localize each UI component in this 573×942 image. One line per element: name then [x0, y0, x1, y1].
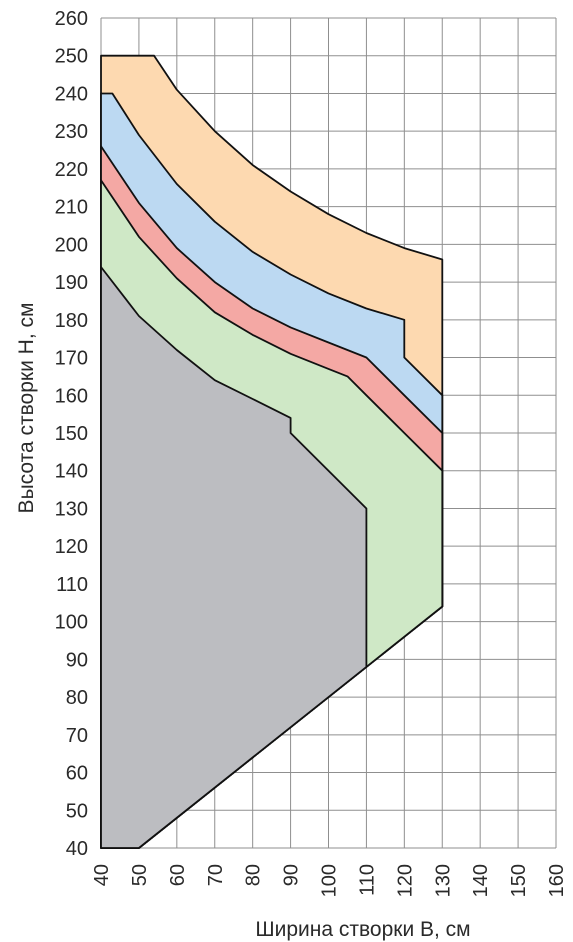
x-tick-160: 160: [546, 864, 568, 897]
y-tick-70: 70: [66, 725, 88, 747]
y-tick-250: 250: [55, 46, 88, 68]
y-tick-240: 240: [55, 83, 88, 105]
x-tick-110: 110: [356, 864, 378, 896]
y-tick-260: 260: [55, 8, 88, 30]
x-tick-100: 100: [319, 864, 341, 897]
x-tick-50: 50: [129, 864, 151, 886]
region-gray: [100, 266, 368, 849]
y-tick-120: 120: [55, 536, 88, 558]
y-tick-labels: 40 50 60 70 80 90 100 110 120 130 140 150 160 170 180 1…: [55, 8, 88, 860]
y-tick-190: 190: [55, 272, 88, 294]
x-tick-120: 120: [394, 864, 416, 897]
y-tick-100: 100: [55, 612, 88, 634]
regions: [100, 54, 444, 849]
x-tick-90: 90: [281, 864, 303, 886]
x-tick-60: 60: [167, 864, 189, 886]
x-axis-label: Ширина створки B, см: [255, 918, 470, 941]
y-tick-110: 110: [56, 574, 88, 596]
y-tick-60: 60: [66, 763, 88, 785]
y-tick-170: 170: [55, 348, 88, 370]
x-tick-140: 140: [470, 864, 492, 897]
x-tick-150: 150: [508, 864, 530, 897]
y-tick-220: 220: [55, 159, 88, 181]
x-tick-40: 40: [91, 864, 113, 886]
x-tick-80: 80: [243, 864, 265, 886]
x-tick-labels: 40 50 60 70 80 90 100 110 120 130 140 150 160: [91, 864, 568, 897]
x-tick-70: 70: [205, 864, 227, 886]
y-tick-140: 140: [55, 461, 88, 483]
y-tick-180: 180: [55, 310, 88, 332]
y-tick-150: 150: [55, 423, 88, 445]
y-tick-200: 200: [55, 234, 88, 256]
y-axis-label: Высота створки H, см: [15, 303, 38, 514]
y-tick-160: 160: [55, 385, 88, 407]
y-tick-210: 210: [55, 197, 88, 219]
y-tick-130: 130: [55, 498, 88, 520]
y-tick-230: 230: [55, 121, 88, 143]
y-tick-80: 80: [66, 687, 88, 709]
y-tick-50: 50: [66, 800, 88, 822]
x-tick-130: 130: [432, 864, 454, 897]
y-tick-90: 90: [66, 649, 88, 671]
y-tick-40: 40: [66, 838, 88, 860]
